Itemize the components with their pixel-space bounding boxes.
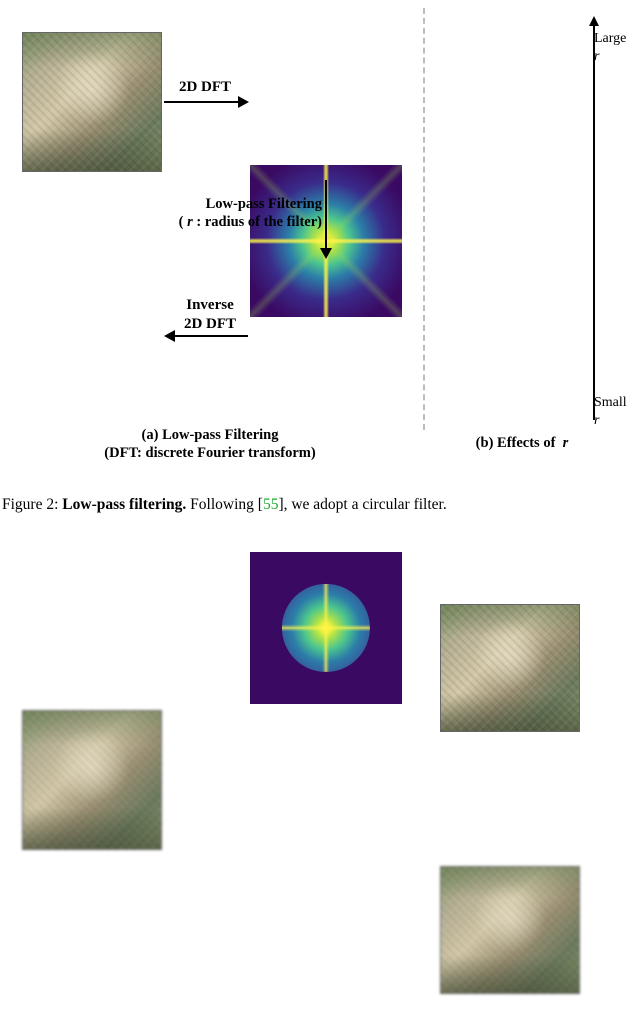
label-2d-dft: 2D DFT xyxy=(168,78,242,97)
figure-caption: Figure 2: Low-pass filtering. Following … xyxy=(2,496,447,514)
caption-prefix: Figure 2: xyxy=(2,496,62,513)
caption-b-text: (b) Effects of xyxy=(476,435,556,451)
axis-arrow xyxy=(593,26,595,420)
caption-a-line1: (a) Low-pass Filtering xyxy=(142,427,279,443)
label-small-text: Small xyxy=(594,395,627,410)
label-lowpass-line2-suffix: : radius of the filter) xyxy=(193,214,322,230)
arrow-2d-dft xyxy=(164,101,240,103)
label-large-var: r xyxy=(594,49,599,64)
label-large-r: Large r xyxy=(594,30,636,65)
arrow-lowpass xyxy=(325,180,327,250)
figure-panel: 2D DFT Low-pass Filtering ( r : radius o… xyxy=(0,0,636,480)
label-lowpass-line1: Low-pass Filtering xyxy=(206,196,322,212)
caption-cite: 55 xyxy=(263,496,279,513)
source-image xyxy=(22,32,162,172)
caption-b-var: r xyxy=(563,435,569,451)
label-lowpass: Low-pass Filtering ( r : radius of the f… xyxy=(116,195,322,231)
dft-spectrum-filtered xyxy=(250,552,402,704)
caption-suffix: ], we adopt a circular filter. xyxy=(278,496,446,513)
arrow-lowpass-head xyxy=(320,248,332,259)
label-inverse-line1: Inverse xyxy=(186,297,234,313)
reconstructed-image xyxy=(22,710,162,850)
caption-a: (a) Low-pass Filtering (DFT: discrete Fo… xyxy=(70,426,350,462)
effect-image-large-r xyxy=(440,604,580,732)
effect-image-mid-r xyxy=(440,866,580,994)
caption-bold: Low-pass filtering. xyxy=(62,496,186,513)
axis-arrow-head xyxy=(589,16,599,26)
label-small-var: r xyxy=(594,413,599,428)
label-inverse-line2: 2D DFT xyxy=(184,316,236,332)
label-inverse-dft: Inverse 2D DFT xyxy=(172,296,248,334)
label-lowpass-line2-prefix: ( xyxy=(179,214,187,230)
caption-mid: Following [ xyxy=(186,496,263,513)
caption-a-line2: (DFT: discrete Fourier transform) xyxy=(104,445,315,461)
caption-b: (b) Effects of r xyxy=(452,434,592,452)
arrow-2d-dft-head xyxy=(238,96,249,108)
label-large-text: Large xyxy=(594,31,626,46)
arrow-inverse-dft xyxy=(174,335,248,337)
label-small-r: Small r xyxy=(594,394,636,429)
panel-divider xyxy=(423,8,425,430)
